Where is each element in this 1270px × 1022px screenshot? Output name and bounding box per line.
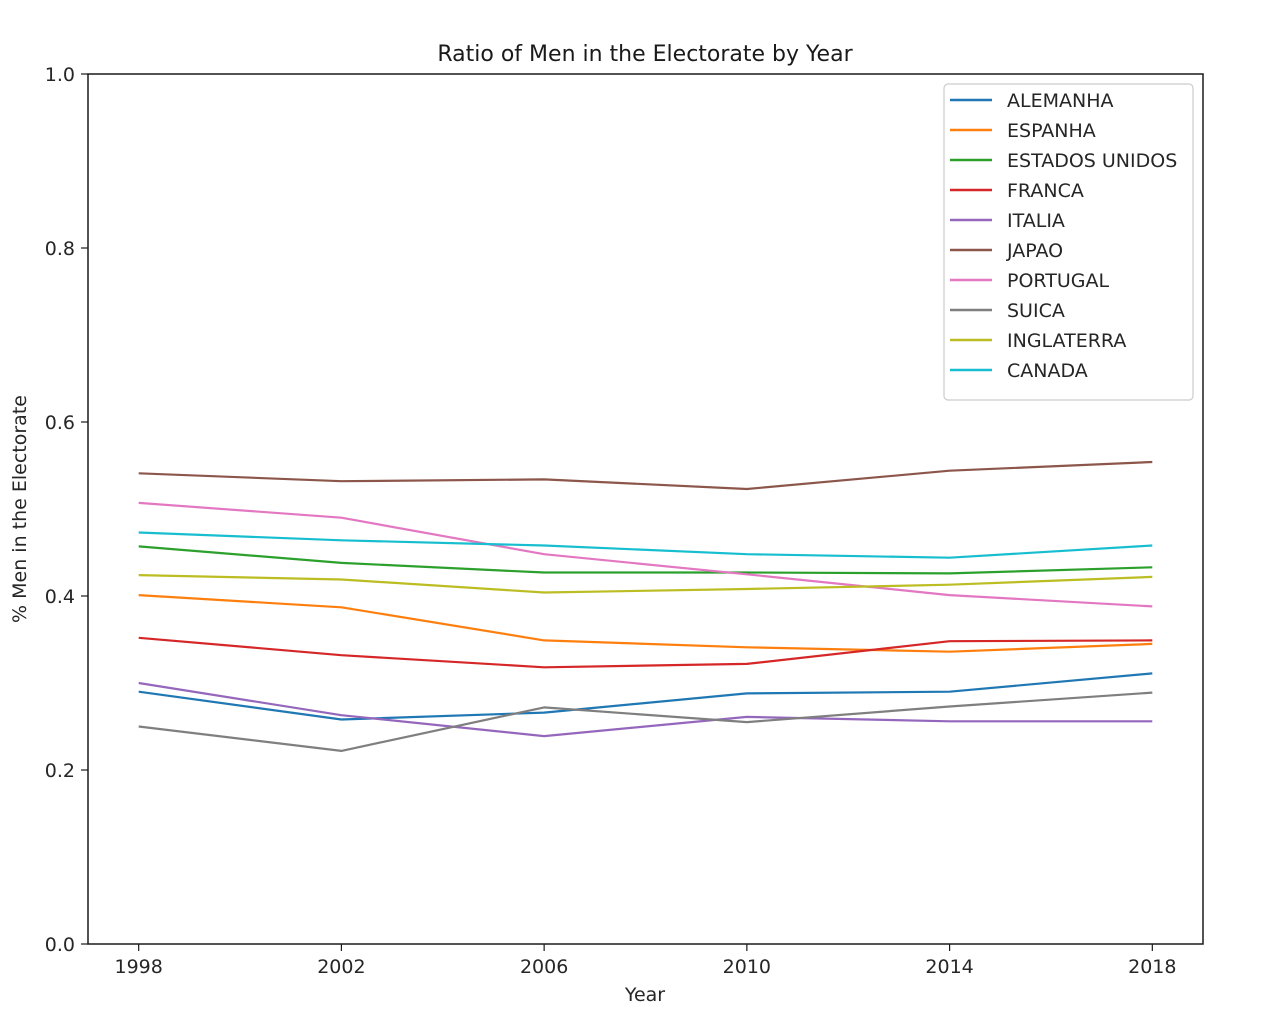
legend-entry: INGLATERRA xyxy=(1007,330,1126,352)
series-line-estados-unidos xyxy=(138,545,1153,575)
legend-entry: JAPAO xyxy=(1006,240,1063,262)
chart-title: Ratio of Men in the Electorate by Year xyxy=(437,42,853,67)
legend-entry: CANADA xyxy=(1007,360,1088,382)
legend-entry: ESTADOS UNIDOS xyxy=(1007,150,1177,172)
y-tick-label: 0.4 xyxy=(45,586,75,608)
legend-entry: SUICA xyxy=(1007,300,1065,322)
y-tick-label: 0.6 xyxy=(45,412,75,434)
legend-entry: ESPANHA xyxy=(1007,120,1096,142)
x-axis-label: Year xyxy=(624,984,665,1006)
y-tick-label: 0.0 xyxy=(45,934,75,956)
series-layer xyxy=(138,460,1153,753)
series-line-portugal xyxy=(138,501,1153,608)
legend-entry: FRANCA xyxy=(1007,180,1084,202)
series-line-italia xyxy=(138,681,1153,738)
y-tick-label: 1.0 xyxy=(45,64,75,86)
plot-area-frame xyxy=(87,73,1204,945)
x-tick-label: 2002 xyxy=(317,956,365,978)
legend: ALEMANHA ESPANHA ESTADOS UNIDOS FRANCA ITALI… xyxy=(943,83,1194,401)
x-tick-label: 2018 xyxy=(1128,956,1176,978)
series-line-suica xyxy=(138,691,1153,753)
series-line-inglaterra xyxy=(138,574,1153,594)
legend-box xyxy=(943,83,1194,401)
x-tick-label: 2010 xyxy=(723,956,771,978)
series-line-canada xyxy=(138,531,1153,559)
series-line-alemanha xyxy=(138,672,1153,721)
y-axis: 0.0 0.2 0.4 0.6 0.8 1.0 xyxy=(45,64,88,956)
y-tick-label: 0.2 xyxy=(45,760,75,782)
series-line-espanha xyxy=(138,594,1153,653)
x-tick-label: 2014 xyxy=(925,956,973,978)
legend-entry: ITALIA xyxy=(1007,210,1065,232)
x-tick-label: 2006 xyxy=(520,956,568,978)
y-tick-label: 0.8 xyxy=(45,238,75,260)
x-tick-label: 1998 xyxy=(115,956,163,978)
x-axis: 1998 2002 2006 2010 2014 2018 xyxy=(115,944,1176,978)
series-line-japao xyxy=(138,460,1153,491)
legend-entry: PORTUGAL xyxy=(1007,270,1109,292)
y-axis-label: % Men in the Electorate xyxy=(9,395,31,623)
legend-entry: ALEMANHA xyxy=(1007,90,1113,112)
series-line-franca xyxy=(138,636,1153,669)
